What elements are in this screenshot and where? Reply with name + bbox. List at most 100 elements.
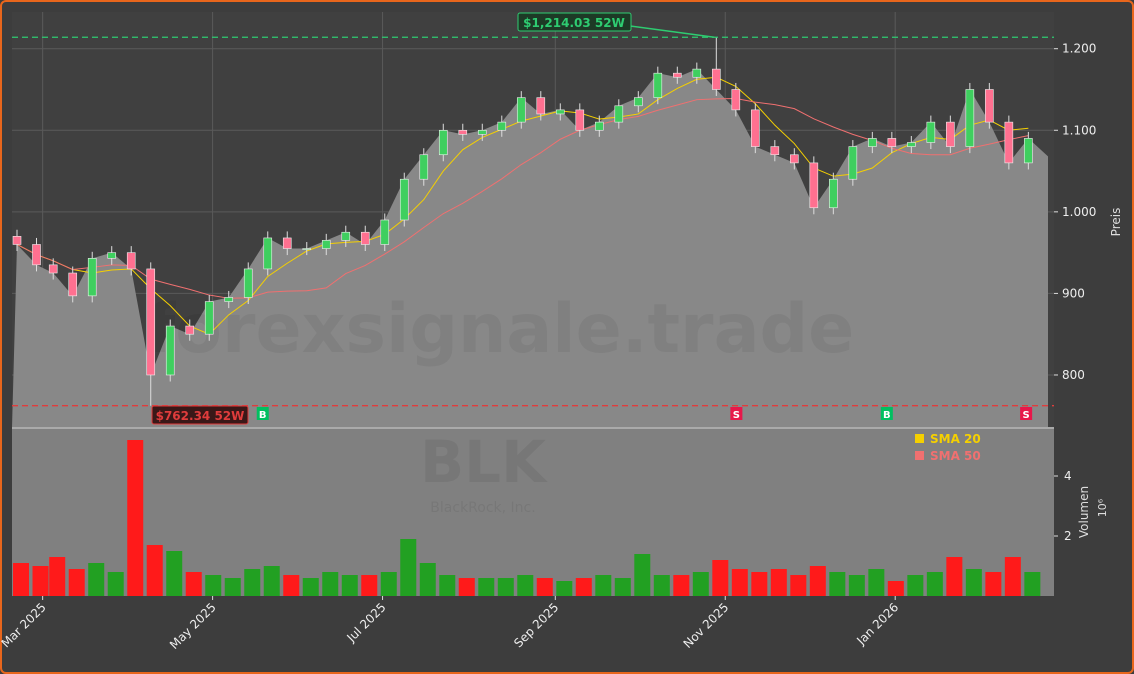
- candle-body: [848, 146, 858, 180]
- volume-bar: [731, 569, 748, 596]
- buy-signal-marker: [880, 407, 893, 420]
- volume-bar: [556, 581, 573, 596]
- candle-body: [302, 248, 312, 250]
- volume-bar: [926, 572, 943, 596]
- candle-body: [126, 252, 136, 270]
- candle-body: [692, 68, 702, 78]
- volume-bar: [107, 572, 124, 596]
- candle-body: [185, 325, 195, 335]
- y-tick-label: 1.000: [1062, 205, 1096, 219]
- candle-body: [419, 154, 429, 180]
- volume-bar: [49, 557, 66, 596]
- candle-body: [887, 138, 897, 147]
- candle-body: [946, 121, 955, 147]
- volume-bar: [478, 578, 495, 596]
- close-area: [12, 69, 1048, 429]
- volume-bar: [575, 578, 592, 596]
- volume-bar: [712, 560, 729, 596]
- candle-body: [575, 109, 585, 131]
- volume-bar: [224, 578, 241, 596]
- volume-bar: [127, 440, 144, 596]
- signal-label: B: [259, 410, 267, 421]
- volume-bar: [536, 578, 553, 596]
- candle-body: [1024, 138, 1033, 164]
- volume-bar: [185, 572, 202, 596]
- candle-body: [829, 178, 838, 209]
- volume-bar: [1004, 557, 1021, 596]
- candle-body: [751, 109, 760, 147]
- volume-bar: [439, 575, 456, 596]
- candle-body: [633, 97, 643, 107]
- candle-body: [87, 258, 97, 297]
- volume-bar: [751, 572, 768, 596]
- candle-body: [68, 272, 78, 297]
- volume-bar: [458, 578, 475, 596]
- candle-body: [458, 129, 468, 135]
- watermark: forexsignale.trade: [146, 290, 855, 369]
- candle-body: [263, 237, 273, 270]
- volume-bar: [244, 569, 261, 596]
- volume-bar: [634, 554, 651, 596]
- high-52w-box: [517, 12, 632, 32]
- x-tick-label: Nov 2025: [681, 600, 732, 651]
- candle-body: [673, 72, 682, 78]
- volume-bar: [13, 563, 29, 596]
- volume-bar: [868, 569, 885, 596]
- candle-body: [477, 129, 487, 135]
- volume-bar: [1024, 572, 1041, 596]
- legend: SMA 20 SMA 50: [915, 432, 981, 463]
- legend-sma50: SMA 50: [930, 449, 981, 463]
- legend-swatch-sma50: [915, 451, 924, 460]
- company-watermark: BlackRock, Inc.: [430, 500, 535, 516]
- volume-bar: [595, 575, 612, 596]
- candle-body: [107, 252, 117, 259]
- ticker-watermark: BLK: [420, 428, 548, 496]
- candle-body: [243, 268, 253, 298]
- volume-bar: [322, 572, 339, 596]
- volume-bar: [302, 578, 319, 596]
- candle-body: [926, 121, 936, 143]
- volume-bar: [68, 569, 85, 596]
- candle-body: [204, 301, 214, 335]
- candle-body: [653, 72, 663, 98]
- volume-bar: [283, 575, 300, 596]
- x-tick-label: Jan 2026: [853, 600, 901, 648]
- volume-bar: [497, 578, 514, 596]
- candle-body: [516, 97, 526, 123]
- volume-bar: [653, 575, 670, 596]
- candle-body: [380, 219, 390, 245]
- low-52w-box: [151, 405, 249, 425]
- volume-bar: [205, 575, 222, 596]
- sell-signal-marker: [1020, 407, 1033, 420]
- candle-body: [770, 146, 780, 156]
- candle-body: [985, 89, 994, 123]
- candle-body: [497, 121, 507, 131]
- high-52w-label: $1,214.03 52W: [523, 16, 625, 30]
- volume-bar: [517, 575, 534, 596]
- volume-bar: [419, 563, 436, 596]
- candle-body: [555, 109, 565, 115]
- volume-unit: 10⁶: [1096, 498, 1109, 517]
- volume-bar: [146, 545, 163, 596]
- candle-body: [399, 178, 409, 221]
- candle-body: [146, 268, 156, 376]
- volume-axis-label: Volumen: [1077, 486, 1091, 538]
- candle-body: [12, 236, 22, 245]
- volume-bar: [829, 572, 846, 596]
- volume-bar: [341, 575, 358, 596]
- volume-bar: [809, 566, 826, 596]
- volume-bar: [263, 566, 280, 596]
- volume-bar: [614, 578, 631, 596]
- candle-body: [321, 240, 331, 249]
- candle-body: [731, 89, 741, 111]
- x-tick-label: Sep 2025: [511, 600, 561, 650]
- candle-body: [594, 121, 604, 131]
- candle-body: [614, 105, 624, 123]
- buy-signal-marker: [256, 407, 269, 420]
- x-tick-label: Jul 2025: [344, 600, 389, 645]
- volume-bar: [32, 566, 49, 596]
- candle-body: [341, 231, 351, 241]
- volume-bar: [965, 569, 982, 596]
- sma50-line: [16, 97, 1029, 299]
